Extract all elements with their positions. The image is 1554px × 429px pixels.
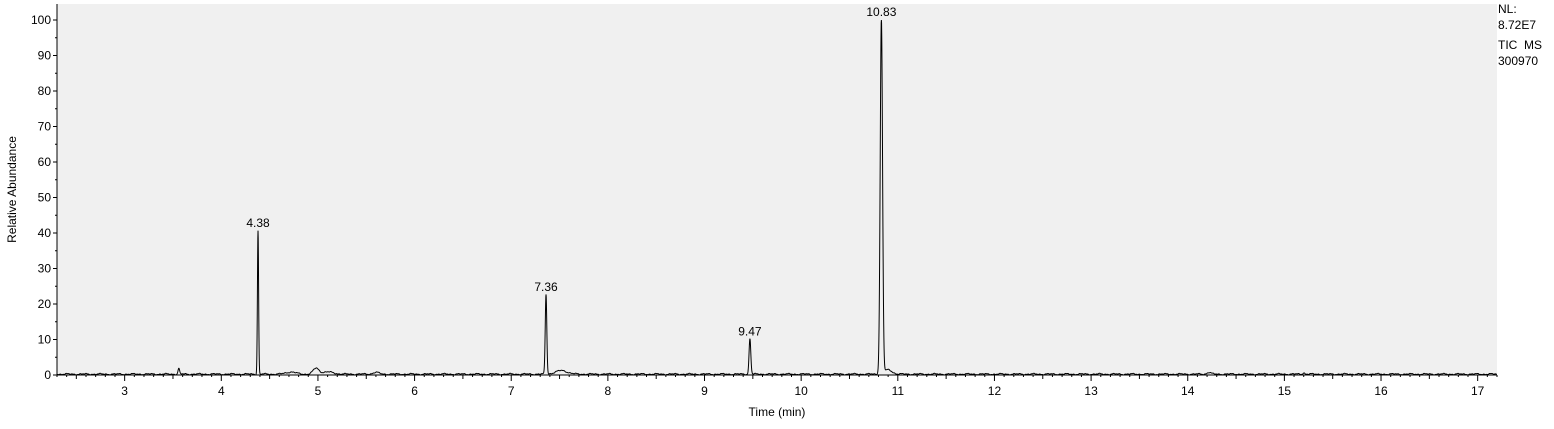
x-tick-label: 6 bbox=[411, 384, 418, 398]
x-tick-label: 16 bbox=[1374, 384, 1388, 398]
nl-label: NL: bbox=[1498, 2, 1517, 16]
x-tick-label: 14 bbox=[1181, 384, 1195, 398]
y-tick-label: 0 bbox=[44, 368, 51, 382]
x-tick-label: 9 bbox=[701, 384, 708, 398]
x-tick-label: 10 bbox=[794, 384, 808, 398]
y-tick-label: 90 bbox=[38, 49, 52, 63]
x-tick-label: 4 bbox=[218, 384, 225, 398]
peak-label: 7.36 bbox=[534, 280, 558, 294]
y-tick-label: 70 bbox=[38, 120, 52, 134]
x-tick-label: 3 bbox=[121, 384, 128, 398]
y-tick-label: 30 bbox=[38, 262, 52, 276]
peak-label: 10.83 bbox=[866, 5, 896, 19]
peak-labels: 4.38 7.36 9.47 10.83 bbox=[246, 5, 896, 339]
file-name: 300970 bbox=[1498, 54, 1539, 68]
y-axis: 0 10 20 30 40 50 60 70 80 90 100 bbox=[31, 13, 57, 382]
y-tick-label: 100 bbox=[31, 13, 51, 27]
x-tick-label: 17 bbox=[1471, 384, 1485, 398]
x-tick-label: 12 bbox=[988, 384, 1002, 398]
x-tick-label: 8 bbox=[605, 384, 612, 398]
y-axis-label: Relative Abundance bbox=[5, 136, 19, 243]
y-tick-label: 50 bbox=[38, 191, 52, 205]
y-tick-label: 60 bbox=[38, 155, 52, 169]
peak-label: 9.47 bbox=[738, 325, 762, 339]
scan-filter: TIC MS bbox=[1498, 38, 1542, 52]
x-tick-label: 5 bbox=[315, 384, 322, 398]
y-tick-label: 20 bbox=[38, 297, 52, 311]
nl-value: 8.72E7 bbox=[1498, 18, 1537, 32]
y-tick-label: 80 bbox=[38, 84, 52, 98]
plot-area bbox=[57, 4, 1497, 375]
y-tick-label: 10 bbox=[38, 333, 52, 347]
y-tick-label: 40 bbox=[38, 226, 52, 240]
x-tick-label: 13 bbox=[1084, 384, 1098, 398]
x-axis-label: Time (min) bbox=[749, 405, 806, 419]
x-axis: 3 4 5 6 7 8 9 10 11 12 13 14 15 16 17 bbox=[56, 375, 1498, 398]
x-tick-label: 15 bbox=[1278, 384, 1292, 398]
x-tick-label: 11 bbox=[892, 384, 905, 398]
x-tick-label: 7 bbox=[508, 384, 515, 398]
peak-label: 4.38 bbox=[246, 216, 270, 230]
